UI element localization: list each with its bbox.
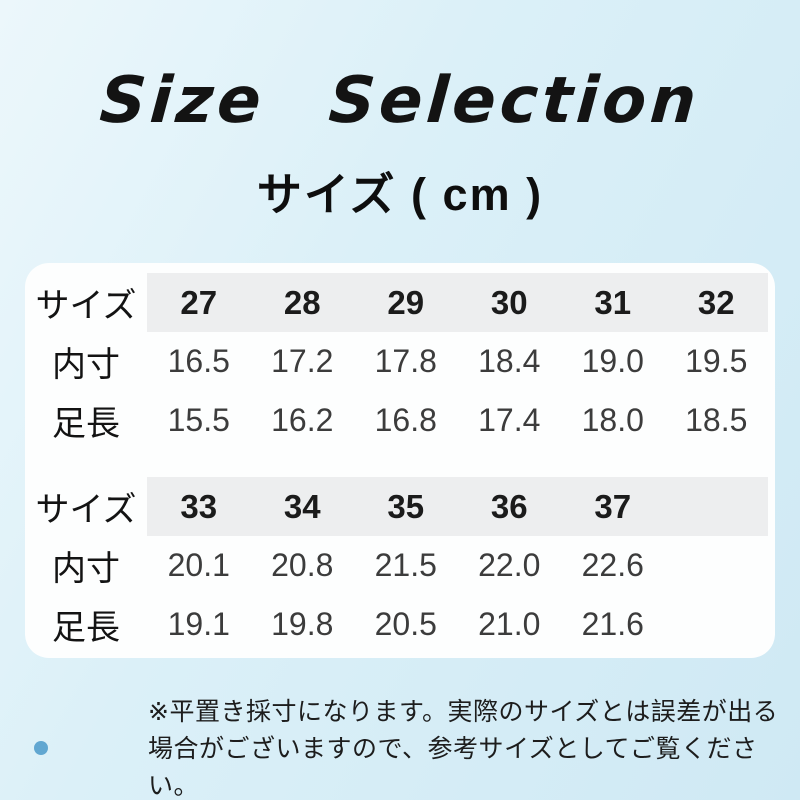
page-subtitle: サイズ ( cm ) — [256, 169, 544, 220]
row-label-foot: 足長 — [52, 609, 120, 647]
footnote: ※平置き採寸になります。実際のサイズとは誤差が出る 場合がございますので、参考サ… — [148, 694, 800, 805]
value-cell: 19.5 — [685, 343, 748, 379]
value-cell: 21.6 — [581, 606, 644, 642]
row-cells: 20.1 20.8 21.5 22.0 22.6 — [147, 536, 768, 595]
size-cell: 32 — [697, 283, 735, 321]
footnote-line-1: ※平置き採寸になります。実際のサイズとは誤差が出る — [148, 698, 779, 726]
value-cell: 19.1 — [167, 606, 230, 642]
size-cell: 33 — [180, 487, 218, 525]
header-band: 27 28 29 30 31 32 — [147, 273, 768, 332]
size-table-block-2: サイズ 33 34 35 36 37 内寸 20.1 20.8 21.5 22.… — [25, 477, 775, 654]
size-cell: 34 — [283, 487, 321, 525]
size-cell: 29 — [387, 283, 425, 321]
value-cell: 16.8 — [374, 402, 437, 438]
value-cell: 19.0 — [581, 343, 644, 379]
size-cell: 35 — [387, 487, 425, 525]
value-cell: 21.5 — [374, 547, 437, 583]
size-cell: 28 — [283, 283, 321, 321]
value-cell: 17.4 — [478, 402, 541, 438]
value-cell: 20.8 — [271, 547, 334, 583]
value-cell: 16.5 — [167, 343, 230, 379]
value-cell: 18.4 — [478, 343, 541, 379]
size-cell: 36 — [490, 487, 528, 525]
table-row-inner-length: 内寸 16.5 17.2 17.8 18.4 19.0 19.5 — [25, 332, 775, 391]
row-label-foot: 足長 — [52, 405, 120, 443]
value-cell: 21.0 — [478, 606, 541, 642]
value-cell: 22.6 — [581, 547, 644, 583]
row-label-inner: 内寸 — [52, 550, 120, 588]
value-cell: 17.2 — [271, 343, 334, 379]
value-cell: 20.1 — [167, 547, 230, 583]
value-cell: 19.8 — [271, 606, 334, 642]
size-cell: 27 — [180, 283, 218, 321]
row-cells: 19.1 19.8 20.5 21.0 21.6 — [147, 595, 768, 654]
value-cell: 20.5 — [374, 606, 437, 642]
row-label-size: サイズ — [35, 491, 137, 529]
footnote-line-2: 場合がございますので、参考サイズとしてご覧ください。 — [148, 735, 758, 800]
table-header-row: サイズ 33 34 35 36 37 — [25, 477, 775, 536]
value-cell: 15.5 — [167, 402, 230, 438]
size-table-block-1: サイズ 27 28 29 30 31 32 内寸 16.5 17.2 17.8 … — [25, 273, 775, 450]
table-row-foot-length: 足長 15.5 16.2 16.8 17.4 18.0 18.5 — [25, 391, 775, 450]
size-cell: 37 — [594, 487, 632, 525]
row-label-inner: 内寸 — [52, 346, 120, 384]
size-cell: 30 — [490, 283, 528, 321]
row-cells: 15.5 16.2 16.8 17.4 18.0 18.5 — [147, 391, 768, 450]
accent-dot — [34, 741, 48, 755]
table-header-row: サイズ 27 28 29 30 31 32 — [25, 273, 775, 332]
value-cell: 16.2 — [271, 402, 334, 438]
table-row-inner-length: 内寸 20.1 20.8 21.5 22.0 22.6 — [25, 536, 775, 595]
value-cell: 17.8 — [374, 343, 437, 379]
row-label-size: サイズ — [35, 287, 137, 325]
value-cell: 18.0 — [581, 402, 644, 438]
value-cell: 22.0 — [478, 547, 541, 583]
page-title: Size Selection — [97, 64, 703, 138]
header-band: 33 34 35 36 37 — [147, 477, 768, 536]
size-cell: 31 — [594, 283, 632, 321]
row-cells: 16.5 17.2 17.8 18.4 19.0 19.5 — [147, 332, 768, 391]
table-row-foot-length: 足長 19.1 19.8 20.5 21.0 21.6 — [25, 595, 775, 654]
value-cell: 18.5 — [685, 402, 748, 438]
size-table-card: サイズ 27 28 29 30 31 32 内寸 16.5 17.2 17.8 … — [25, 263, 775, 658]
